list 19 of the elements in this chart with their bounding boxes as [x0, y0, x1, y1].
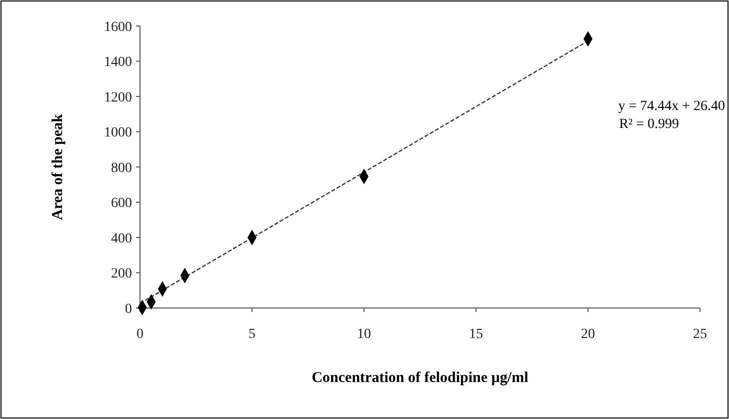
y-tick-label: 1200 [104, 90, 132, 106]
x-tick-label: 0 [136, 327, 144, 342]
y-tick-label: 1600 [104, 20, 132, 35]
annotation: R² = 0.999 [619, 117, 679, 132]
y-tick-label: 800 [111, 160, 132, 176]
y-tick-label: 0 [125, 302, 132, 317]
x-tick-label: 15 [469, 327, 483, 342]
y-tick-label: 1000 [104, 126, 132, 141]
x-tick-label: 20 [581, 327, 595, 342]
y-axis-title: Area of the peak [50, 113, 66, 220]
y-tick-label: 600 [111, 196, 132, 212]
x-tick-label: 5 [248, 327, 256, 342]
y-tick-label: 1400 [104, 55, 132, 70]
x-tick-label: 25 [693, 327, 707, 342]
y-tick-label: 200 [111, 266, 132, 282]
x-tick-label: 10 [357, 327, 371, 342]
x-axis-title: Concentration of felodipine µg/ml [312, 370, 528, 386]
annotation: y = 74.44x + 26.40 [618, 99, 725, 114]
y-tick-label: 400 [111, 231, 132, 246]
